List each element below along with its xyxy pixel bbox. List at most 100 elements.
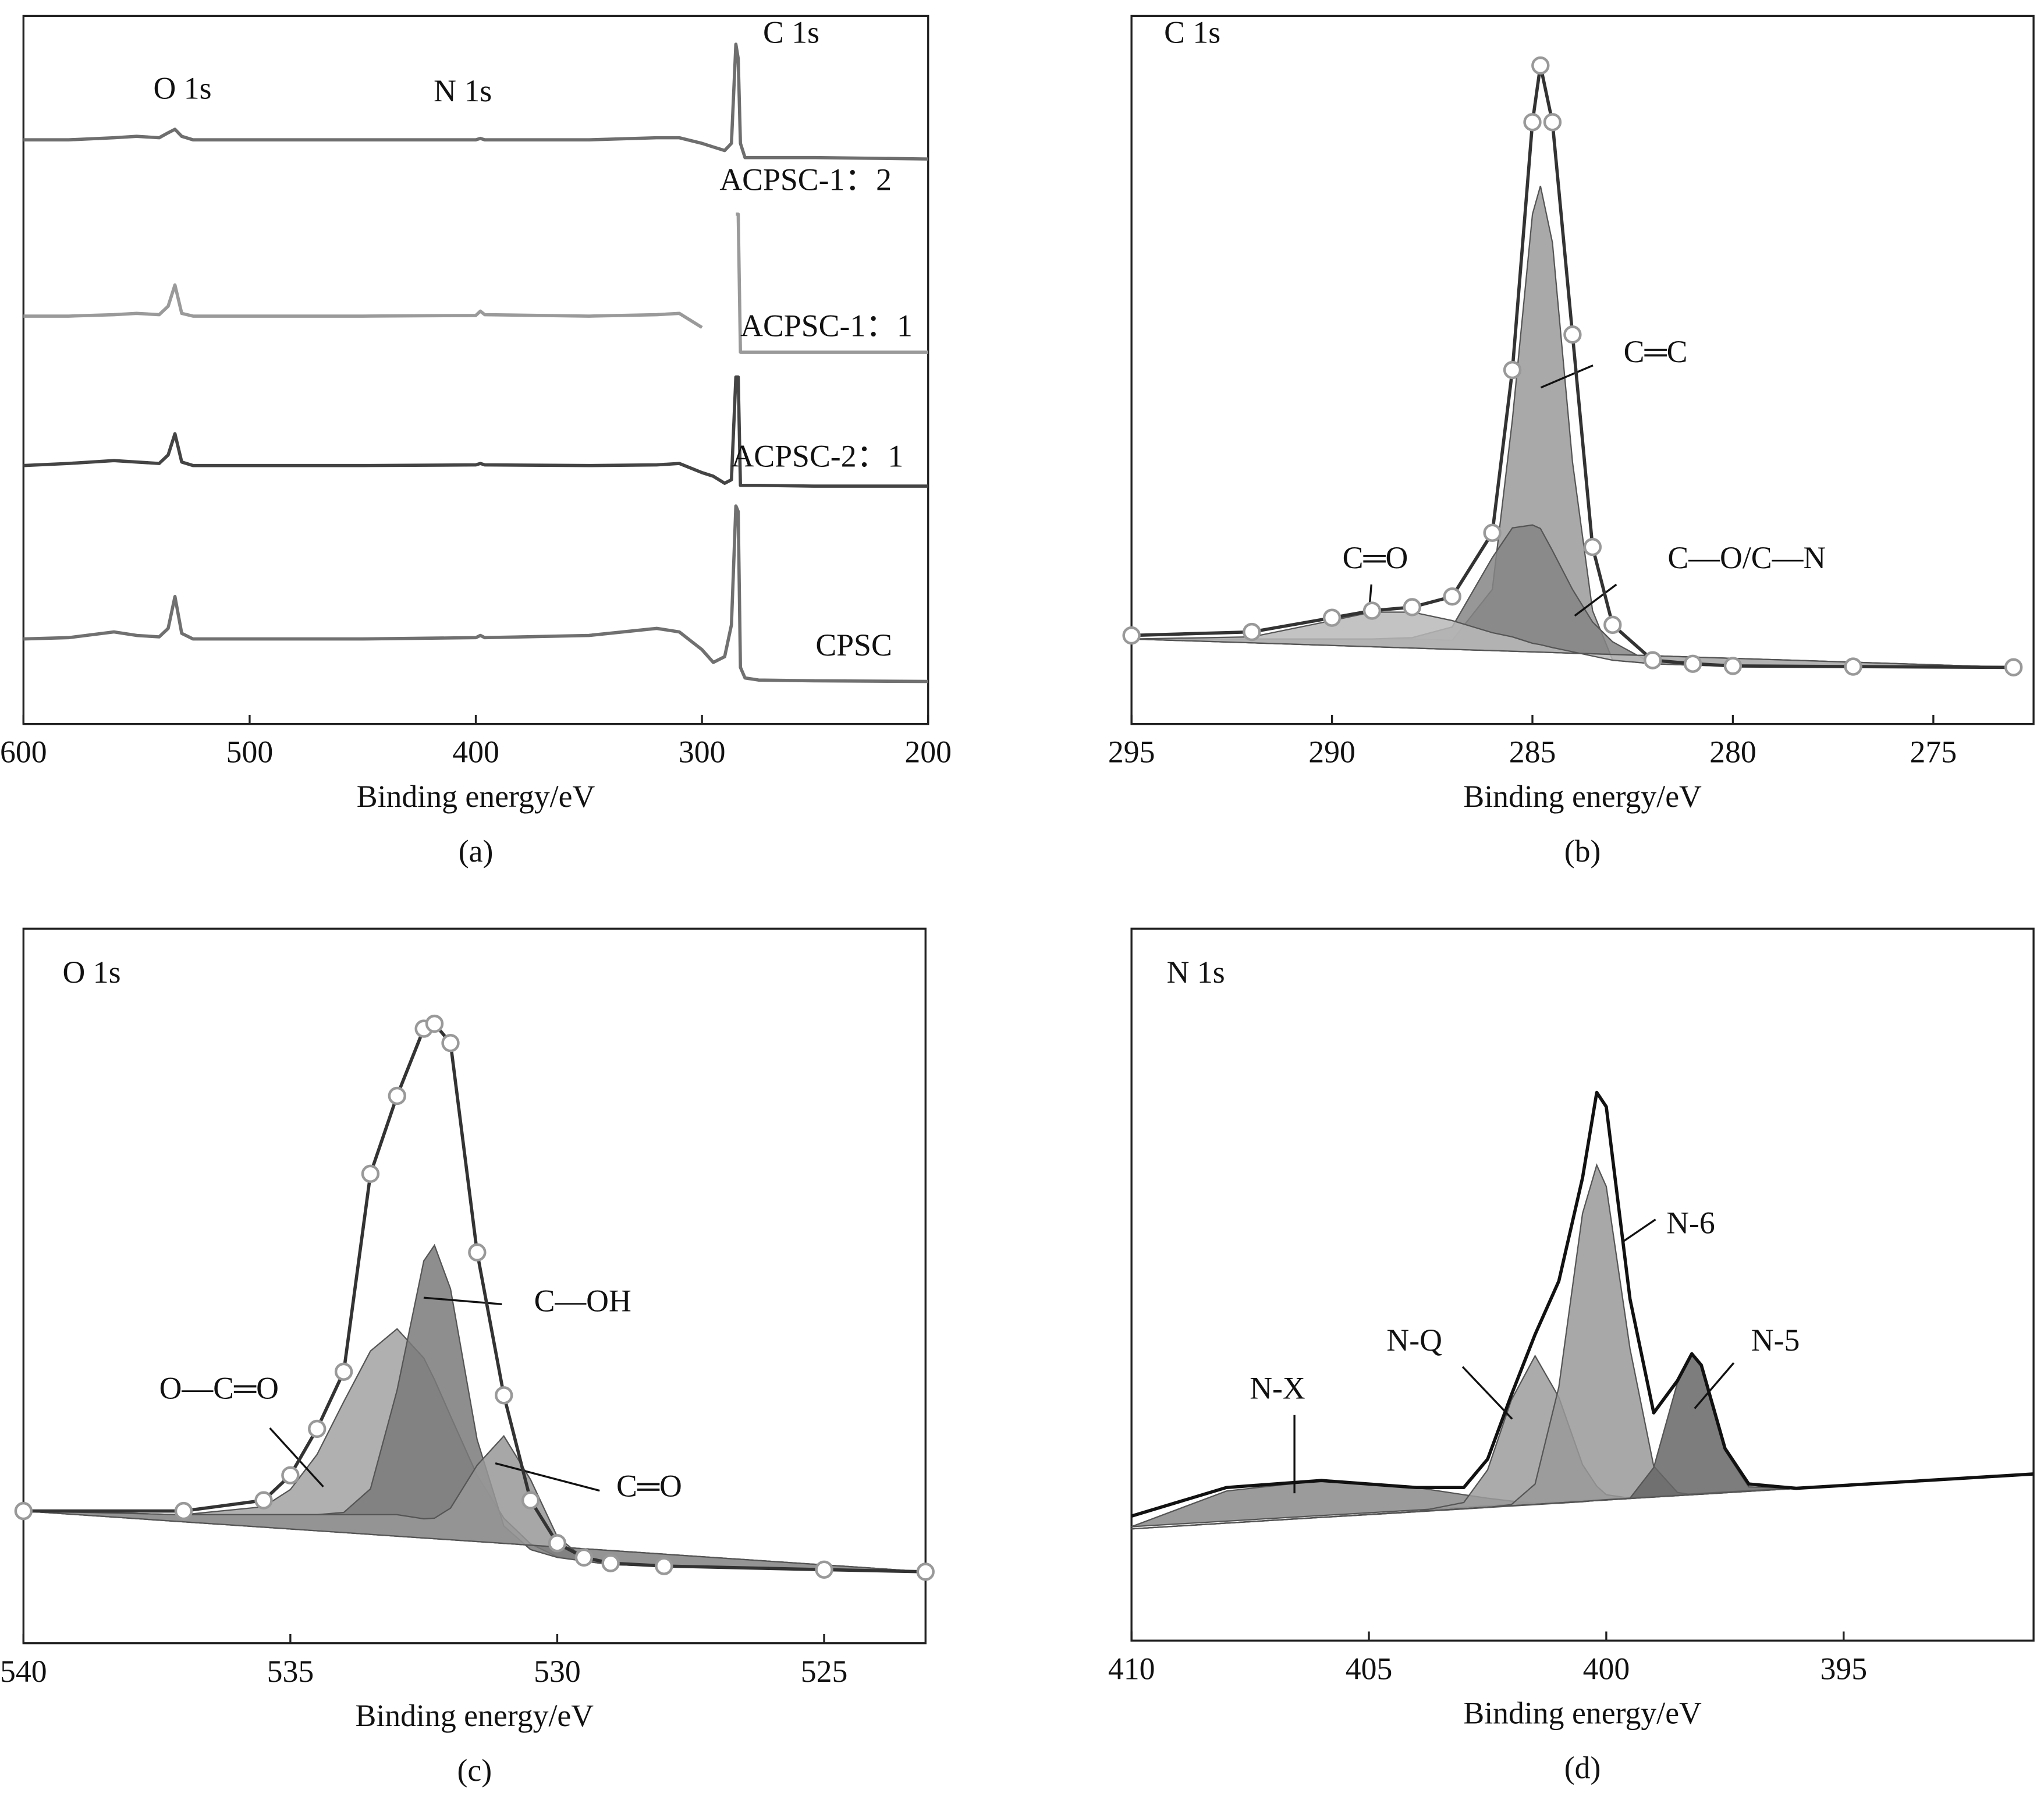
x-tick-label: 540: [0, 1654, 47, 1689]
x-tick-label: 600: [0, 735, 47, 770]
series-label: C—OH: [534, 1284, 631, 1319]
data-point: [254, 1491, 273, 1510]
component-area: [1131, 1352, 2034, 1530]
spectrum-line: [23, 42, 928, 161]
data-point: [468, 1243, 487, 1262]
spectrum-line: [23, 375, 928, 488]
plot-frame: [1130, 15, 2035, 725]
x-tick-label: 405: [1346, 1651, 1393, 1686]
panel-caption: (b): [1564, 834, 1601, 869]
data-point: [1403, 598, 1422, 616]
series-label: ACPSC-2：1: [731, 438, 903, 473]
data-point: [548, 1534, 567, 1553]
x-tick-label: 530: [534, 1654, 581, 1689]
data-point: [521, 1491, 540, 1510]
label-pointer: [1574, 583, 1617, 617]
data-point: [334, 1362, 353, 1381]
x-tick-label: 400: [452, 735, 499, 770]
plot-frame: [22, 927, 927, 1645]
data-point: [655, 1557, 673, 1575]
component-area: [1131, 1163, 2034, 1530]
series-label: ACPSC-1：1: [740, 308, 913, 343]
data-point: [1563, 325, 1582, 344]
data-point: [2004, 658, 2023, 677]
x-tick-label: 295: [1108, 735, 1155, 770]
data-point: [1322, 608, 1342, 627]
x-axis-label: Binding energy/eV: [356, 1698, 594, 1733]
x-tick-label: 300: [679, 735, 726, 770]
x-tick-label: 400: [1583, 1651, 1630, 1686]
data-point: [1603, 615, 1622, 635]
data-point: [14, 1501, 33, 1521]
data-point: [1543, 113, 1562, 132]
series-label: C—O/C—N: [1667, 540, 1826, 575]
data-point: [1122, 626, 1141, 645]
data-point: [1362, 601, 1382, 620]
panel-title: N 1s: [1167, 955, 1225, 990]
x-axis-label: Binding energy/eV: [357, 779, 595, 814]
plot-frame: [1130, 927, 2035, 1642]
data-point: [281, 1466, 300, 1484]
x-axis-label: Binding energy/eV: [1463, 1695, 1702, 1730]
data-point: [1483, 523, 1502, 542]
spectrum-line: [23, 212, 928, 354]
data-point: [1683, 654, 1702, 673]
data-point: [1531, 56, 1550, 75]
label-pointer: [495, 1462, 600, 1492]
panel-caption: (d): [1564, 1751, 1601, 1785]
x-tick-label: 275: [1910, 735, 1957, 770]
data-point: [916, 1562, 935, 1581]
series-label: ACPSC-1：2: [719, 162, 892, 197]
label-pointer: [1540, 364, 1594, 389]
x-tick-label: 535: [267, 1654, 314, 1689]
series-label: N-X: [1250, 1371, 1305, 1406]
data-point: [174, 1501, 193, 1521]
panel-title: C 1s: [1164, 15, 1220, 49]
data-point: [361, 1164, 380, 1183]
data-point: [425, 1014, 444, 1033]
series-label: N-6: [1666, 1205, 1715, 1240]
x-tick-label: 280: [1709, 735, 1756, 770]
series-label: N-Q: [1386, 1323, 1442, 1358]
data-point: [1243, 622, 1261, 642]
x-tick-label: 410: [1108, 1651, 1155, 1686]
data-point: [388, 1086, 406, 1105]
series-label: C═O: [1343, 540, 1408, 575]
peak-annotation: C 1s: [763, 15, 819, 49]
data-point: [574, 1548, 593, 1567]
data-point: [1503, 360, 1522, 380]
peak-annotation: N 1s: [434, 73, 492, 108]
panel-caption: (c): [457, 1753, 492, 1788]
panel-title: O 1s: [63, 955, 121, 990]
series-label: C═O: [616, 1469, 682, 1504]
spectrum-line: [23, 504, 928, 683]
data-point: [1643, 651, 1662, 669]
x-tick-label: 285: [1509, 735, 1556, 770]
data-point: [441, 1033, 460, 1053]
plot-frame: [22, 15, 929, 725]
label-pointer: [1694, 1362, 1735, 1409]
label-pointer: [423, 1296, 502, 1306]
series-label: C═C: [1624, 334, 1688, 369]
data-point: [1523, 113, 1542, 132]
x-tick-label: 395: [1820, 1651, 1867, 1686]
peak-annotation: O 1s: [154, 71, 212, 106]
x-tick-label: 290: [1308, 735, 1355, 770]
data-point: [815, 1560, 833, 1579]
label-pointer: [269, 1427, 324, 1488]
series-label: CPSC: [815, 628, 892, 662]
x-tick-label: 500: [226, 735, 274, 770]
data-point: [601, 1554, 620, 1572]
x-axis-label: Binding energy/eV: [1463, 779, 1702, 814]
data-point: [495, 1386, 513, 1405]
data-point: [1844, 657, 1862, 676]
data-point: [1583, 537, 1602, 557]
x-tick-label: 525: [801, 1654, 848, 1689]
data-point: [1443, 587, 1461, 606]
series-label: O—C═O: [159, 1371, 279, 1406]
label-pointer: [1461, 1366, 1513, 1420]
spectrum-line: [1131, 1090, 2034, 1518]
series-label: N-5: [1751, 1323, 1800, 1358]
x-tick-label: 200: [904, 735, 952, 770]
